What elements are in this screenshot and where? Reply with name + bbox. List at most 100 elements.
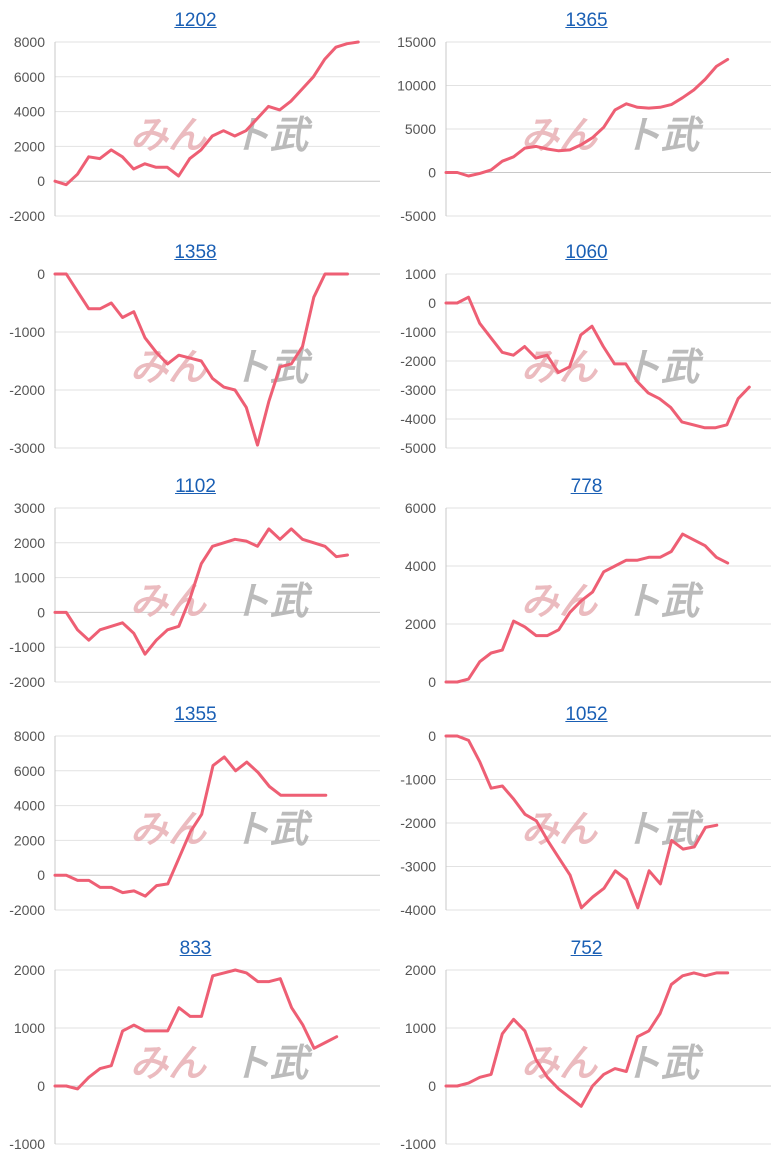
chart-title-link[interactable]: 1202 bbox=[174, 10, 217, 31]
y-tick-label: 10000 bbox=[397, 78, 436, 94]
y-tick-label: 4000 bbox=[14, 104, 45, 120]
y-tick-label: -4000 bbox=[400, 411, 436, 427]
y-tick-label: 8000 bbox=[14, 728, 45, 744]
line-chart: 3000 2000 1000 0 -1000 -2000 みん ト武 bbox=[9, 500, 380, 690]
y-tick-label: -1000 bbox=[400, 772, 436, 788]
chart-panel: 1102 3000 2000 1000 0 -1000 -2000 みん ト武 bbox=[0, 476, 391, 708]
watermark-part2: ト武 bbox=[623, 579, 704, 623]
watermark-logo: みん ト武 bbox=[521, 579, 704, 623]
chart-title-link[interactable]: 1355 bbox=[174, 704, 217, 725]
y-tick-label: -1000 bbox=[400, 324, 436, 340]
data-series-line bbox=[444, 734, 719, 910]
watermark-part1: みん bbox=[521, 345, 598, 389]
line-chart: 6000 4000 2000 0 みん ト武 bbox=[405, 500, 771, 690]
y-tick-label: 1000 bbox=[14, 1020, 45, 1036]
chart-title-link[interactable]: 1060 bbox=[565, 242, 608, 263]
chart-title-link[interactable]: 778 bbox=[570, 476, 603, 497]
y-tick-label: 0 bbox=[37, 867, 45, 883]
chart-title-link[interactable]: 833 bbox=[179, 938, 212, 959]
y-tick-label: 1000 bbox=[14, 570, 45, 586]
data-series-line bbox=[53, 527, 349, 656]
watermark-part2: ト武 bbox=[623, 345, 704, 389]
watermark-part1: みん bbox=[521, 579, 598, 623]
chart-panel: 752 2000 1000 0 -1000 みん ト武 bbox=[391, 938, 782, 1170]
y-tick-label: 0 bbox=[37, 173, 45, 189]
y-tick-label: 4000 bbox=[14, 798, 45, 814]
y-tick-label: 6000 bbox=[405, 500, 436, 516]
chart-panel: 1355 8000 6000 4000 2000 0 -2000 みん ト武 bbox=[0, 704, 391, 936]
line-chart: 1000 0 -1000 -2000 -3000 -4000 -5000 みん ト武 bbox=[400, 266, 771, 456]
watermark-logo: みん ト武 bbox=[130, 1041, 313, 1085]
y-tick-label: 6000 bbox=[14, 69, 45, 85]
y-tick-label: 2000 bbox=[14, 962, 45, 978]
y-tick-label: -2000 bbox=[9, 382, 45, 398]
chart-title-link[interactable]: 1365 bbox=[565, 10, 608, 31]
chart-panel: 1052 0 -1000 -2000 -3000 -4000 みん ト武 bbox=[391, 704, 782, 936]
y-tick-label: 1000 bbox=[405, 266, 436, 282]
y-tick-label: 0 bbox=[37, 1078, 45, 1094]
y-tick-label: -5000 bbox=[400, 440, 436, 456]
chart-panel: 778 6000 4000 2000 0 みん ト武 bbox=[391, 476, 782, 708]
chart-title-link[interactable]: 1358 bbox=[174, 242, 217, 263]
data-series-line bbox=[53, 755, 328, 898]
y-tick-label: -2000 bbox=[9, 674, 45, 690]
watermark-part1: みん bbox=[521, 807, 598, 851]
y-tick-label: 3000 bbox=[14, 500, 45, 516]
y-tick-label: 0 bbox=[428, 728, 436, 744]
y-tick-label: 15000 bbox=[397, 34, 436, 50]
y-tick-label: -4000 bbox=[400, 902, 436, 918]
watermark-logo: みん ト武 bbox=[521, 807, 704, 851]
data-series-line bbox=[444, 971, 730, 1108]
y-tick-label: 0 bbox=[428, 1078, 436, 1094]
data-series-line bbox=[53, 272, 349, 447]
data-series-line bbox=[53, 40, 360, 187]
line-chart: 8000 6000 4000 2000 0 -2000 みん ト武 bbox=[9, 34, 380, 224]
y-tick-label: -2000 bbox=[400, 815, 436, 831]
line-chart: 0 -1000 -2000 -3000 -4000 みん ト武 bbox=[400, 728, 771, 918]
line-chart: 8000 6000 4000 2000 0 -2000 みん ト武 bbox=[9, 728, 380, 918]
y-tick-label: -1000 bbox=[9, 324, 45, 340]
y-tick-label: -3000 bbox=[9, 440, 45, 456]
data-series-line bbox=[444, 532, 730, 684]
y-tick-label: 2000 bbox=[14, 832, 45, 848]
chart-panel: 1202 8000 6000 4000 2000 0 -2000 みん ト武 bbox=[0, 10, 391, 242]
watermark-part2: ト武 bbox=[232, 113, 313, 157]
watermark-logo: みん ト武 bbox=[130, 579, 313, 623]
chart-title-link[interactable]: 1102 bbox=[175, 476, 216, 497]
chart-title-link[interactable]: 752 bbox=[570, 938, 603, 959]
watermark-part1: みん bbox=[521, 1041, 598, 1085]
y-tick-label: 2000 bbox=[405, 962, 436, 978]
watermark-part2: ト武 bbox=[623, 113, 704, 157]
watermark-part1: みん bbox=[130, 345, 207, 389]
y-tick-label: 0 bbox=[428, 295, 436, 311]
watermark-logo: みん ト武 bbox=[130, 113, 313, 157]
watermark-part1: みん bbox=[130, 807, 207, 851]
y-tick-label: -1000 bbox=[400, 1136, 436, 1152]
y-tick-label: 0 bbox=[37, 266, 45, 282]
chart-title-link[interactable]: 1052 bbox=[565, 704, 608, 725]
chart-panel: 1060 1000 0 -1000 -2000 -3000 -4000 -5000 みん ト武 bbox=[391, 242, 782, 474]
data-series-line bbox=[444, 295, 751, 430]
y-tick-label: -3000 bbox=[400, 382, 436, 398]
line-chart: 2000 1000 0 -1000 みん ト武 bbox=[400, 962, 771, 1152]
y-tick-label: 1000 bbox=[405, 1020, 436, 1036]
watermark-part2: ト武 bbox=[623, 1041, 704, 1085]
watermark-part1: みん bbox=[130, 1041, 207, 1085]
y-tick-label: 8000 bbox=[14, 34, 45, 50]
y-tick-label: 0 bbox=[428, 674, 436, 690]
data-series-line bbox=[53, 968, 339, 1091]
y-tick-label: 2000 bbox=[14, 138, 45, 154]
y-tick-label: -3000 bbox=[400, 859, 436, 875]
y-tick-label: 0 bbox=[428, 165, 436, 181]
y-tick-label: 4000 bbox=[405, 558, 436, 574]
watermark-part2: ト武 bbox=[232, 579, 313, 623]
watermark-part1: みん bbox=[130, 113, 207, 157]
y-tick-label: 2000 bbox=[405, 616, 436, 632]
y-tick-label: -5000 bbox=[400, 208, 436, 224]
chart-panel: 1365 15000 10000 5000 0 -5000 みん ト武 bbox=[391, 10, 782, 242]
y-tick-label: 0 bbox=[37, 604, 45, 620]
watermark-part2: ト武 bbox=[232, 1041, 313, 1085]
y-tick-label: -1000 bbox=[9, 1136, 45, 1152]
